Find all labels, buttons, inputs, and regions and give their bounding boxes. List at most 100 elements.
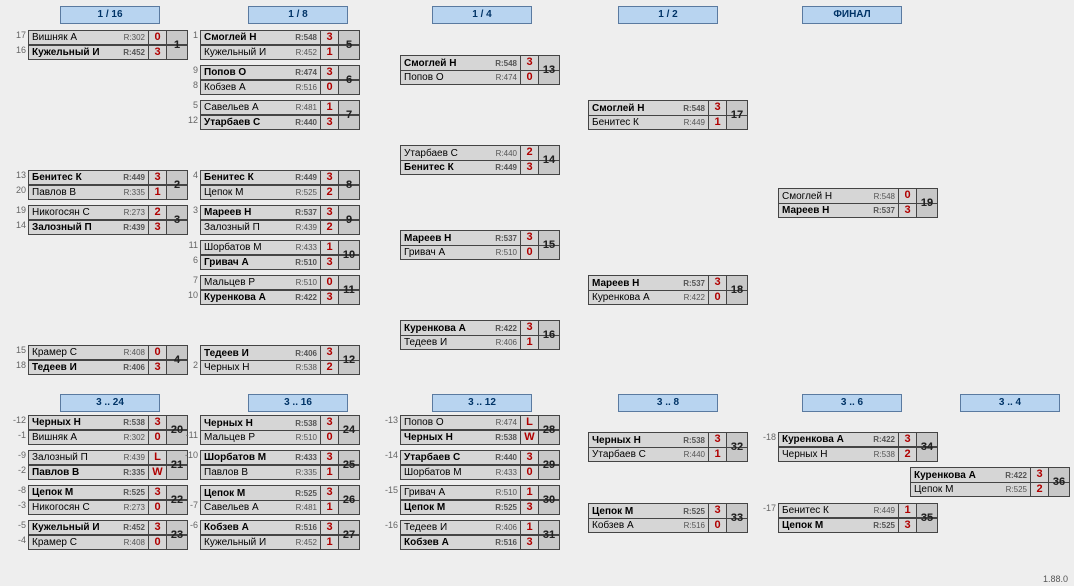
score: 2 [320,360,338,375]
match-25: -10Шорбатов МR:433325Павлов ВR:335125 [200,450,360,480]
player-name: Тедеев ИR:406 [28,360,148,375]
score: 1 [320,465,338,480]
player-name: Попов ОR:474 [400,70,520,85]
match-9: 3Мареев НR:53739Залозный ПR:43929 [200,205,360,235]
match-number: 4 [166,345,188,360]
player-name: Шорбатов МR:433 [200,450,320,465]
score: 0 [148,500,166,515]
seed: -11 [182,430,198,440]
player-name: Крамер СR:408 [28,345,148,360]
match-number [538,70,560,85]
player-name: Цепок МR:525 [910,482,1030,497]
player-name: Крамер СR:408 [28,535,148,550]
match-14: Утарбаев СR:440214Бенитес КR:449314 [400,145,560,175]
round-header: 3 .. 4 [960,394,1060,412]
player-name: Смоглей НR:548 [778,188,898,203]
match-22: -8Цепок МR:525322-3Никогосян СR:273022 [28,485,188,515]
player-name: Кужельный ИR:452 [200,535,320,550]
player-name: Гривач АR:510 [200,255,320,270]
match-number: 9 [338,205,360,220]
match-number: 32 [726,432,748,447]
seed: 14 [10,220,26,230]
seed: -1 [10,430,26,440]
seed: 3 [182,205,198,215]
match-32: Черных НR:538332Утарбаев СR:440132 [588,432,748,462]
score: 3 [708,100,726,115]
match-24: Черных НR:538324-11Мальцев РR:510024 [200,415,360,445]
score: 3 [320,290,338,305]
score: 3 [320,450,338,465]
player-name: Вишняк АR:302 [28,430,148,445]
match-number [538,430,560,445]
match-4: 15Крамер СR:4080418Тедеев ИR:40634 [28,345,188,375]
player-name: Куренкова АR:422 [778,432,898,447]
match-26: Цепок МR:525326-7Савельев АR:481126 [200,485,360,515]
match-20: -12Черных НR:538320-1Вишняк АR:302020 [28,415,188,445]
match-number: 24 [338,415,360,430]
score: 2 [320,220,338,235]
player-name: Мареев НR:537 [200,205,320,220]
player-name: Куренкова АR:422 [910,467,1030,482]
score: 3 [148,520,166,535]
player-name: Черных НR:538 [778,447,898,462]
score: 3 [898,518,916,533]
match-number: 22 [166,485,188,500]
match-number: 25 [338,450,360,465]
match-6: 9Попов ОR:474368Кобзев АR:51606 [200,65,360,95]
seed: 10 [182,290,198,300]
player-name: Никогосян СR:273 [28,500,148,515]
round-header: 1 / 2 [618,6,718,24]
seed: -6 [182,520,198,530]
seed: -5 [10,520,26,530]
player-name: Кобзев АR:516 [400,535,520,550]
seed: 8 [182,80,198,90]
match-8: 4Бенитес КR:44938Цепок МR:52528 [200,170,360,200]
score: 1 [320,535,338,550]
score: 3 [148,220,166,235]
score: 3 [148,45,166,60]
match-number [538,245,560,260]
score: 1 [148,185,166,200]
version-label: 1.88.0 [1043,574,1068,584]
score: 3 [520,320,538,335]
player-name: Смоглей НR:548 [400,55,520,70]
match-number: 20 [166,415,188,430]
match-33: Цепок МR:525333Кобзев АR:516033 [588,503,748,533]
player-name: Мареев НR:537 [400,230,520,245]
match-number: 31 [538,520,560,535]
player-name: Бенитес КR:449 [28,170,148,185]
match-number: 30 [538,485,560,500]
player-name: Черных НR:538 [28,415,148,430]
match-number [1048,482,1070,497]
player-name: Черных НR:538 [200,360,320,375]
score: 0 [148,30,166,45]
match-19: Смоглей НR:548019Мареев НR:537319 [778,188,938,218]
score: 3 [320,520,338,535]
match-35: -17Бенитес КR:449135Цепок МR:525335 [778,503,938,533]
seed: 16 [10,45,26,55]
player-name: Кобзев АR:516 [588,518,708,533]
match-number: 5 [338,30,360,45]
match-number [166,45,188,60]
seed: 7 [182,275,198,285]
score: 3 [148,170,166,185]
player-name: Тедеев ИR:406 [400,520,520,535]
player-name: Куренкова АR:422 [200,290,320,305]
seed: 19 [10,205,26,215]
score: 2 [898,447,916,462]
score: 1 [320,240,338,255]
match-15: Мареев НR:537315Гривач АR:510015 [400,230,560,260]
match-number [166,185,188,200]
match-11: 7Мальцев РR:51001110Куренкова АR:422311 [200,275,360,305]
score: 3 [520,450,538,465]
seed: -13 [382,415,398,425]
round-header: 1 / 16 [60,6,160,24]
player-name: Цепок МR:525 [778,518,898,533]
player-name: Черных НR:538 [588,432,708,447]
match-number [338,535,360,550]
match-number: 26 [338,485,360,500]
round-header: 3 .. 16 [248,394,348,412]
match-1: 17Вишняк АR:3020116Кужельный ИR:45231 [28,30,188,60]
match-29: -14Утарбаев СR:440329Шорбатов МR:433029 [400,450,560,480]
player-name: Залозный ПR:439 [28,450,148,465]
